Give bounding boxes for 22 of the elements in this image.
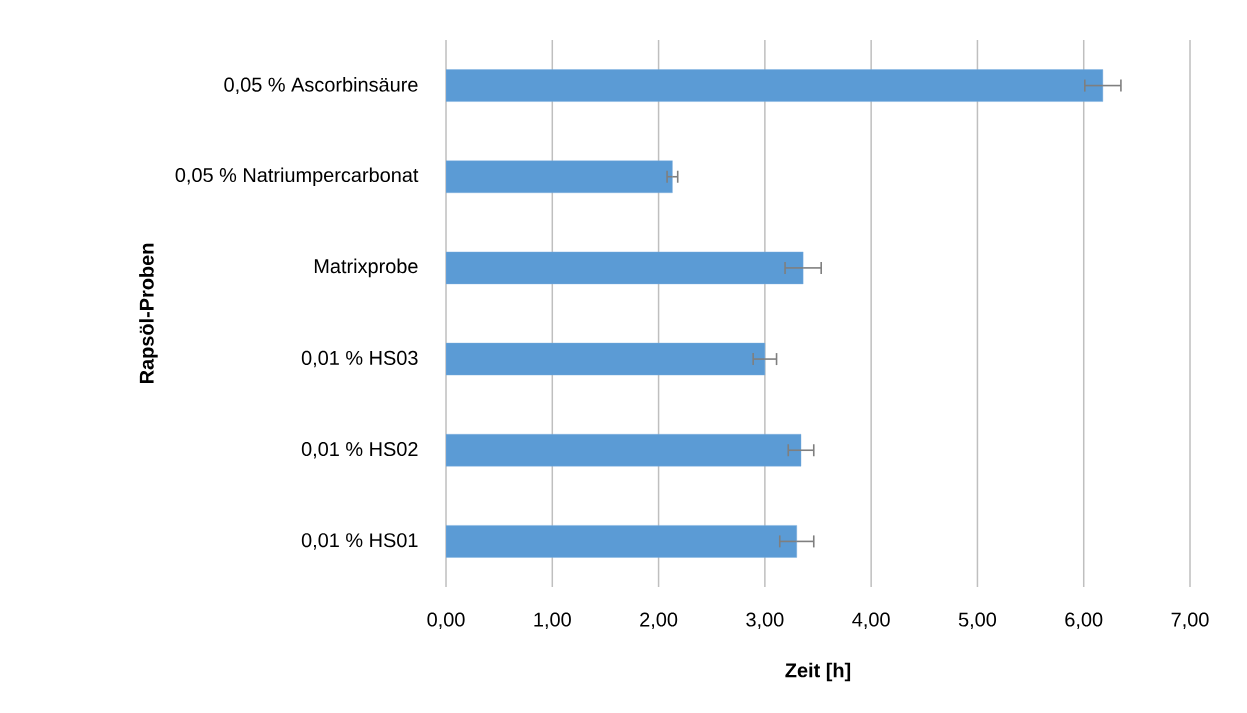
x-axis-title: Zeit [h] [785, 662, 851, 682]
bar [446, 251, 804, 285]
bar [446, 434, 802, 467]
bar [446, 160, 673, 193]
x-tick-label: 3,00 [746, 612, 784, 629]
x-tick-label: 5,00 [958, 612, 997, 629]
y-tick-label: 0,01 % HS02 [301, 442, 418, 459]
x-tick-label: 7,00 [1171, 612, 1209, 629]
bar [446, 342, 766, 376]
y-tick-label: 0,05 % Natriumpercarbonat [175, 167, 419, 187]
x-tick-label: 2,00 [640, 612, 678, 629]
y-tick-label: 0,01 % HS01 [301, 533, 418, 550]
x-tick-label: 4,00 [852, 612, 890, 629]
y-tick-label: 0,05 % Ascorbinsäure [224, 77, 418, 95]
y-tick-label: 0,01 % HS03 [301, 350, 418, 368]
x-tick-label: 0,00 [427, 612, 465, 629]
x-tick-label: 1,00 [534, 612, 571, 629]
x-tick-label: 6,00 [1065, 612, 1103, 629]
y-axis-title: Rapsöl-Proben [139, 243, 158, 384]
bar [446, 69, 1104, 102]
bar [446, 525, 797, 558]
y-tick-label: Matrixprobe [314, 258, 418, 278]
